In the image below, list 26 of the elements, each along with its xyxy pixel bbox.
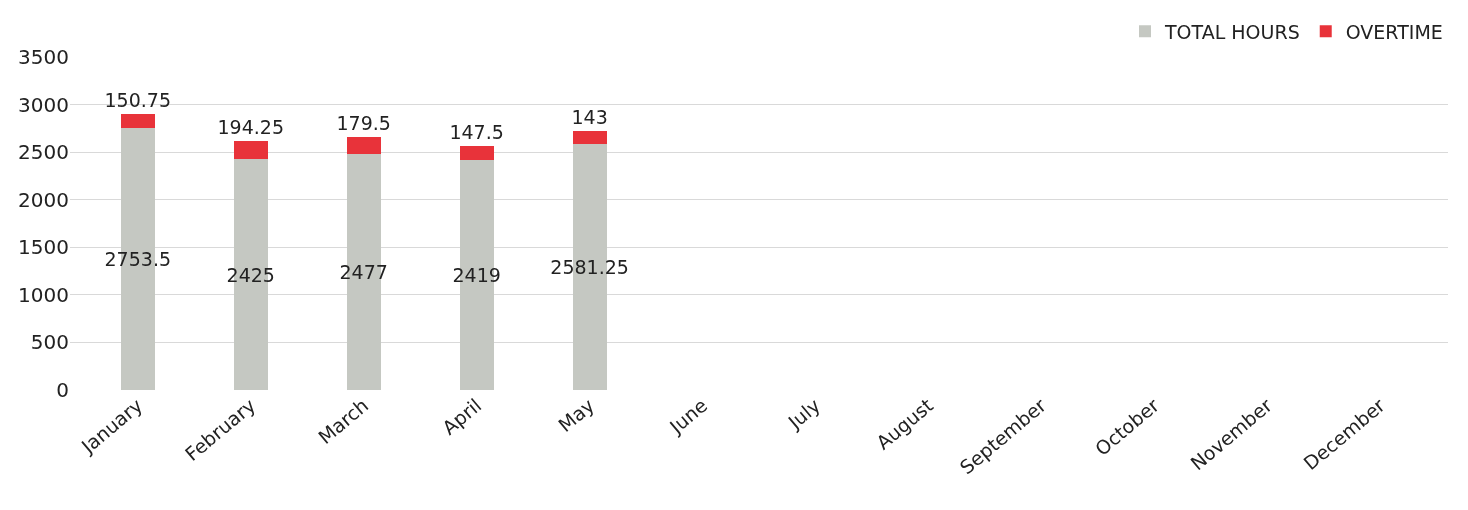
bar	[572, 130, 607, 145]
data-label: 150.75	[104, 88, 172, 111]
legend-label: OVERTIME	[1345, 20, 1443, 43]
y-tick-label: 2000	[18, 187, 69, 212]
legend-label: TOTAL HOURS	[1164, 20, 1300, 43]
data-label: 2477	[339, 261, 388, 284]
y-tick-label: 1000	[18, 282, 69, 307]
bar	[346, 137, 381, 155]
x-tick-label: May	[554, 393, 599, 437]
data-label: 147.5	[449, 120, 504, 143]
data-label: 2753.5	[104, 248, 172, 271]
y-tick-label: 1500	[18, 235, 69, 260]
y-tick-label: 3000	[18, 92, 69, 117]
y-tick-label: 3500	[18, 45, 69, 69]
y-tick-label: 0	[56, 378, 69, 402]
y-tick-label: 500	[30, 330, 69, 355]
bar	[233, 140, 268, 160]
data-label: 2419	[452, 263, 501, 286]
data-label: 2425	[226, 263, 275, 286]
bar	[459, 145, 494, 160]
data-label: 143	[571, 105, 608, 128]
data-label: 2581.25	[550, 256, 629, 279]
y-tick-label: 2500	[18, 140, 69, 165]
data-label: 179.5	[336, 112, 391, 135]
data-label: 194.25	[217, 115, 284, 138]
bar	[120, 113, 155, 129]
